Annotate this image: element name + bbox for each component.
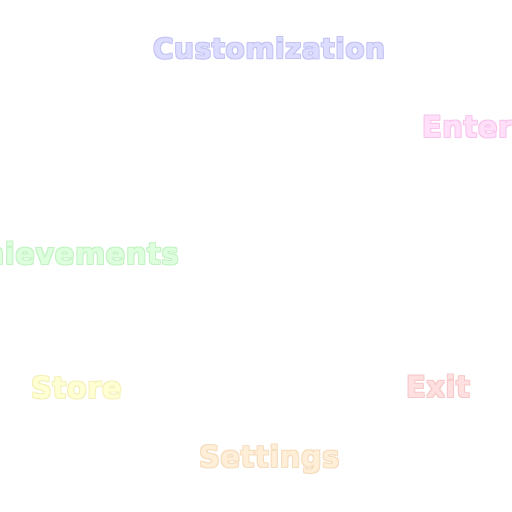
menu-item-enter[interactable]: Enter xyxy=(422,110,512,144)
menu-item-customization[interactable]: Customization xyxy=(153,32,386,65)
menu-item-achievements[interactable]: Achievements xyxy=(0,237,180,271)
menu-item-exit[interactable]: Exit xyxy=(406,370,471,404)
menu-item-store[interactable]: Store xyxy=(31,371,123,405)
menu-item-settings[interactable]: Settings xyxy=(199,440,340,474)
